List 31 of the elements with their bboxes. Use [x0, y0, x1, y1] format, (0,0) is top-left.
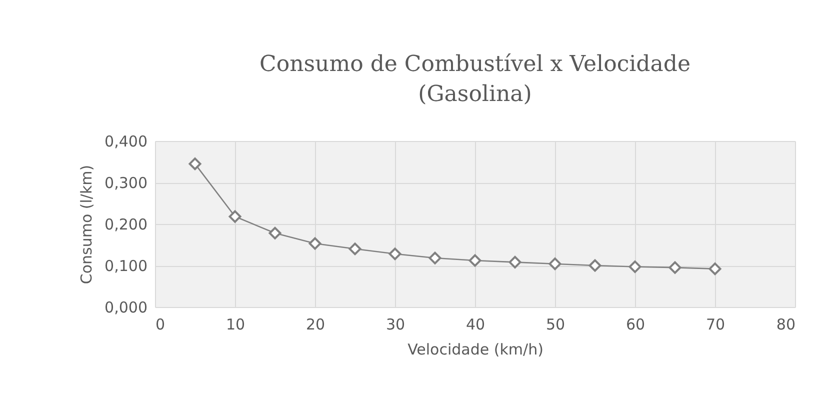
x-tick-label: 50	[546, 316, 566, 334]
point	[628, 260, 642, 273]
point	[308, 237, 322, 250]
point	[508, 256, 522, 268]
y-tick-label: 0,100	[104, 257, 148, 275]
chart-title: Consumo de Combustível x Velocidade (Gasolina)	[260, 52, 690, 107]
x-tick-label: 20	[306, 316, 326, 334]
point	[348, 242, 362, 256]
point	[388, 248, 402, 260]
x-tick-label: 30	[386, 316, 406, 334]
point	[708, 262, 722, 276]
x-tick-label: 80	[776, 316, 796, 334]
x-tick-label: 10	[226, 316, 246, 334]
point	[668, 261, 682, 274]
point	[428, 252, 442, 264]
y-tick-label: 0,200	[104, 216, 148, 234]
x-tick-label: 70	[706, 316, 726, 334]
point	[228, 210, 242, 223]
x-tick-label: 40	[466, 316, 486, 334]
x-axis-title: Velocidade (km/h)	[408, 340, 544, 358]
point	[588, 259, 602, 272]
point	[268, 226, 282, 240]
y-tick-label: 0,000	[104, 298, 148, 316]
point	[548, 258, 562, 270]
y-tick-label: 0,300	[104, 174, 148, 192]
x-tick-label: 0	[156, 316, 166, 334]
x-tick-label: 60	[626, 316, 646, 334]
y-tick-label: 0,400	[104, 132, 148, 150]
point	[188, 158, 202, 170]
point	[468, 254, 482, 267]
y-axis-title: Consumo (l/km)	[78, 164, 96, 284]
